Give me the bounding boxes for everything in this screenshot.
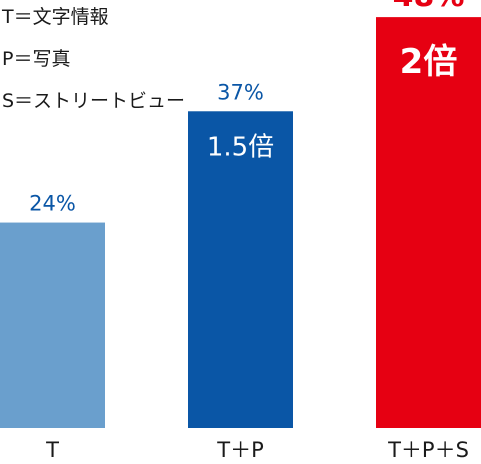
legend-text-p: P＝写真 (2, 48, 71, 70)
category-label-1: T (45, 438, 59, 462)
legend-text-t: T＝文字情報 (2, 6, 109, 28)
legend-text-s: S＝ストリートビュー (2, 90, 186, 112)
multiplier-label-2: 1.5倍 (207, 132, 274, 162)
bar-1 (0, 222, 105, 428)
category-label-2: T＋P (216, 438, 264, 462)
bar-2 (188, 111, 293, 428)
category-label-3: T＋P＋S (387, 438, 469, 462)
multiplier-label-3: 2倍 (400, 42, 458, 82)
bar-3 (376, 17, 481, 429)
value-label-3: 48% (393, 0, 465, 14)
value-label-2: 37% (217, 80, 264, 104)
value-label-1: 24% (29, 192, 76, 216)
